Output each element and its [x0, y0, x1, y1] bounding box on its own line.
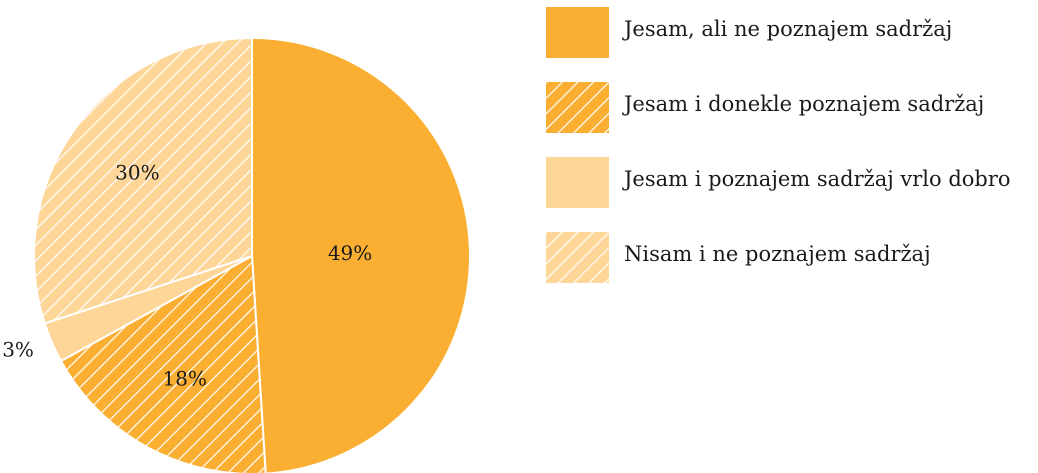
legend-swatch [546, 157, 609, 208]
legend-swatch [546, 7, 609, 58]
pie-labels: 49% 18% 3% 30% [2, 161, 372, 391]
legend-label: Jesam i poznajem sadržaj vrlo dobro [624, 167, 1011, 191]
legend-swatch-fill [546, 7, 609, 58]
legend-item: Jesam i poznajem sadržaj vrlo dobro [546, 157, 1036, 209]
pie-slice [59, 254, 267, 473]
legend-swatch-fill [546, 232, 609, 283]
legend-label: Jesam, ali ne poznajem sadržaj [624, 17, 953, 41]
legend-swatch-fill [546, 157, 609, 208]
pie-slices [33, 36, 472, 473]
slice-label: 30% [115, 161, 159, 185]
pie-slice [33, 36, 253, 325]
slice-label: 49% [328, 241, 372, 265]
pie-chart: 49% 18% 3% 30% [2, 36, 472, 473]
legend-item: Nisam i ne poznajem sadržaj [546, 232, 1036, 284]
pie-slice [251, 36, 472, 473]
legend-swatch [546, 232, 609, 283]
legend-item: Jesam, ali ne poznajem sadržaj [546, 7, 1036, 59]
legend-label: Jesam i donekle poznajem sadržaj [624, 92, 985, 116]
legend-swatch-fill [546, 82, 609, 133]
legend-label: Nisam i ne poznajem sadržaj [624, 242, 931, 266]
slice-label: 3% [2, 338, 34, 362]
legend-item: Jesam i donekle poznajem sadržaj [546, 82, 1036, 134]
legend-swatch [546, 82, 609, 133]
slice-label: 18% [163, 366, 207, 390]
